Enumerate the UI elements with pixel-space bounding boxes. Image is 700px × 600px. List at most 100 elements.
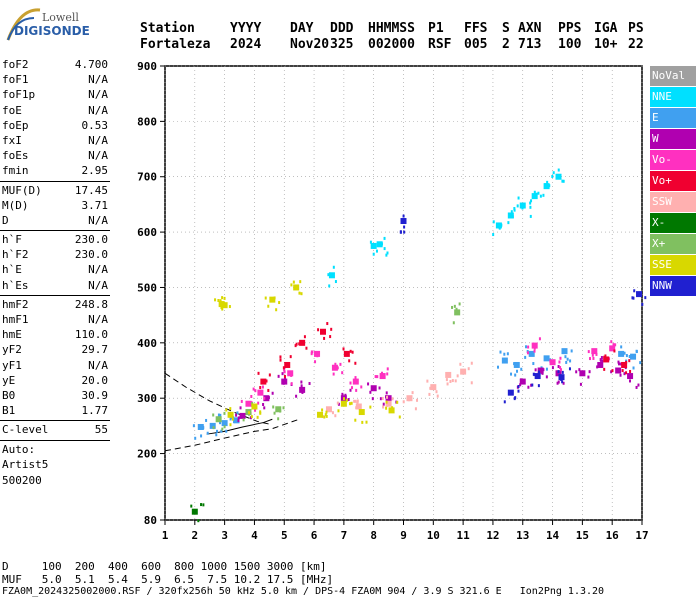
data-point-vo+	[282, 366, 285, 370]
data-point-vo-	[331, 364, 338, 371]
data-point-vo-	[527, 345, 530, 349]
data-point-sse	[267, 304, 270, 308]
data-point-sse	[218, 301, 225, 308]
data-point-w	[239, 406, 242, 410]
data-point-nne	[521, 206, 524, 210]
data-point-vo+	[603, 356, 610, 363]
data-point-sse	[345, 398, 348, 402]
data-point-vo+	[343, 350, 350, 357]
data-point-sse	[300, 292, 303, 296]
data-point-nne	[552, 171, 555, 175]
data-point-vo-	[283, 368, 286, 372]
data-point-ssw	[356, 401, 359, 405]
data-point-w	[587, 375, 590, 379]
data-point-sse	[248, 411, 251, 415]
parameter-panel: foF2 4.700 foF1 N/A foF1p N/A foE N/A foEp 0.53 fx…	[0, 58, 110, 489]
data-point-vo-	[261, 385, 264, 389]
header-value-7: 2	[502, 37, 510, 52]
param-row: foF2 4.700	[0, 58, 110, 73]
data-point-nne	[542, 193, 545, 197]
param-value: N/A	[88, 73, 108, 87]
distance-scale-row: D 100 200 400 600 800 1000 1500 3000 [km…	[2, 560, 327, 573]
trace-curve	[206, 418, 273, 435]
data-point-nne	[372, 244, 375, 248]
data-point-w	[385, 391, 388, 395]
data-point-sse	[225, 408, 228, 412]
param-row: fxI N/A	[0, 134, 110, 149]
x-tick-label: 17	[635, 529, 648, 542]
data-point-vo+	[603, 355, 606, 359]
data-point-nne	[561, 179, 564, 183]
data-point-w	[579, 382, 582, 386]
x-tick-label: 10	[427, 529, 440, 542]
param-row: yE 20.0	[0, 374, 110, 389]
data-point-w	[537, 367, 544, 374]
data-point-nnw	[568, 367, 571, 371]
data-point-vo-	[334, 362, 337, 366]
param-row: yF2 29.7	[0, 343, 110, 358]
data-point-x+	[455, 307, 458, 311]
data-point-w	[599, 358, 602, 362]
data-point-sse	[396, 400, 399, 404]
data-point-ssw	[445, 371, 452, 378]
param-value: 230.0	[74, 248, 108, 262]
param-row: foF1 N/A	[0, 73, 110, 88]
data-point-ssw	[456, 374, 459, 378]
data-point-ssw	[406, 395, 413, 402]
data-point-e	[510, 372, 513, 376]
data-point-ssw	[449, 379, 452, 383]
data-point-e	[216, 429, 219, 433]
param-name: yE	[2, 373, 16, 387]
data-point-x-	[191, 508, 198, 515]
data-point-e	[545, 367, 548, 371]
data-point-ssw	[328, 408, 331, 412]
data-point-ssw	[353, 399, 356, 403]
data-point-w	[378, 386, 381, 390]
data-point-vo+	[628, 359, 631, 363]
param-value: 30.9	[81, 388, 109, 402]
data-point-nne	[492, 220, 495, 224]
data-point-x+	[453, 304, 456, 308]
data-point-vo+	[326, 322, 329, 326]
param-name: yF1	[2, 358, 22, 372]
data-point-vo-	[339, 362, 342, 366]
data-point-nne	[385, 253, 388, 257]
data-point-ssw	[331, 411, 334, 415]
data-point-w	[600, 356, 603, 360]
data-point-nnw	[503, 400, 506, 404]
data-point-sse	[361, 410, 364, 414]
data-point-e	[635, 350, 638, 354]
param-value: 55	[94, 423, 108, 437]
data-point-nne	[507, 212, 514, 219]
header-value-11: 22	[628, 37, 644, 52]
data-point-x-	[190, 504, 193, 508]
data-point-nnw	[537, 384, 540, 388]
data-point-vo-	[257, 401, 260, 405]
data-point-sse	[317, 411, 324, 418]
data-point-w	[282, 381, 285, 385]
data-point-ssw	[356, 399, 359, 403]
param-name: MUF(D)	[2, 183, 42, 197]
data-point-vo-	[245, 400, 252, 407]
data-point-nnw	[402, 214, 405, 218]
data-point-w	[637, 383, 640, 387]
data-point-nnw	[513, 397, 516, 401]
data-point-nne	[495, 222, 502, 229]
data-point-vo+	[317, 328, 320, 332]
param-name: fxI	[2, 133, 22, 147]
data-point-sse	[388, 407, 395, 414]
data-point-e	[570, 349, 573, 353]
param-name: foF1	[2, 73, 29, 87]
data-point-nne	[562, 179, 565, 183]
data-point-e	[221, 420, 228, 427]
data-point-w	[575, 370, 578, 374]
auto-scaling-info: Artist5	[2, 458, 49, 471]
y-tick-label: 80	[144, 514, 157, 527]
data-point-vo+	[354, 361, 357, 365]
param-name: h`Es	[2, 278, 29, 292]
data-point-ssw	[454, 379, 457, 383]
data-point-vo-	[592, 356, 595, 360]
data-point-vo-	[254, 408, 257, 412]
x-tick-label: 4	[251, 529, 258, 542]
data-point-e	[225, 429, 228, 433]
